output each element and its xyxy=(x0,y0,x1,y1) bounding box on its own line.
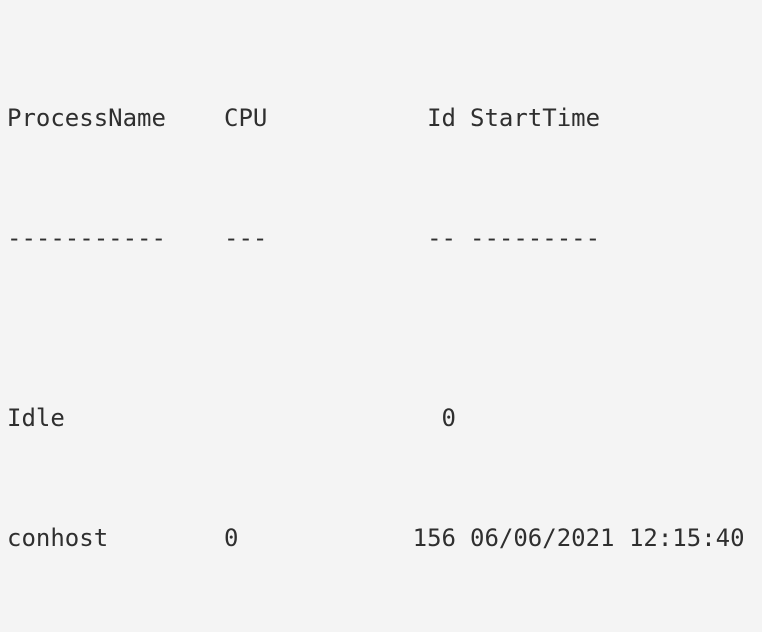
process-name-cell: conhost xyxy=(7,524,109,552)
separator-cpu: --- xyxy=(224,224,268,252)
process-rows: Idle 0 conhost 0 156 06/06/2021 12:15:40… xyxy=(7,343,762,632)
process-name-cell: Idle xyxy=(7,404,65,432)
header-id: Id xyxy=(427,104,456,132)
gap-cell xyxy=(456,403,470,433)
process-row: Idle 0 xyxy=(7,403,762,433)
header-gap xyxy=(456,103,470,133)
cpu-cell xyxy=(224,403,342,433)
starttime-cell xyxy=(470,403,762,433)
separator-id: -- xyxy=(427,224,456,252)
separator-starttime: --------- xyxy=(470,224,601,252)
header-cpu: CPU xyxy=(224,104,268,132)
separator-gap xyxy=(456,223,470,253)
id-cell: 156 xyxy=(412,524,456,552)
cpu-cell: 0 xyxy=(224,524,239,552)
id-cell: 0 xyxy=(441,404,456,432)
header-processname: ProcessName xyxy=(7,104,166,132)
starttime-cell: 06/06/2021 12:15:40 xyxy=(470,524,745,552)
table-separator: ----------- --- -- --------- xyxy=(7,223,762,253)
header-starttime: StartTime xyxy=(470,104,601,132)
table-header: ProcessName CPU Id StartTime xyxy=(7,103,762,133)
process-row: conhost 0 156 06/06/2021 12:15:40 xyxy=(7,523,762,553)
separator-processname: ----------- xyxy=(7,224,166,252)
gap-cell xyxy=(456,523,470,553)
